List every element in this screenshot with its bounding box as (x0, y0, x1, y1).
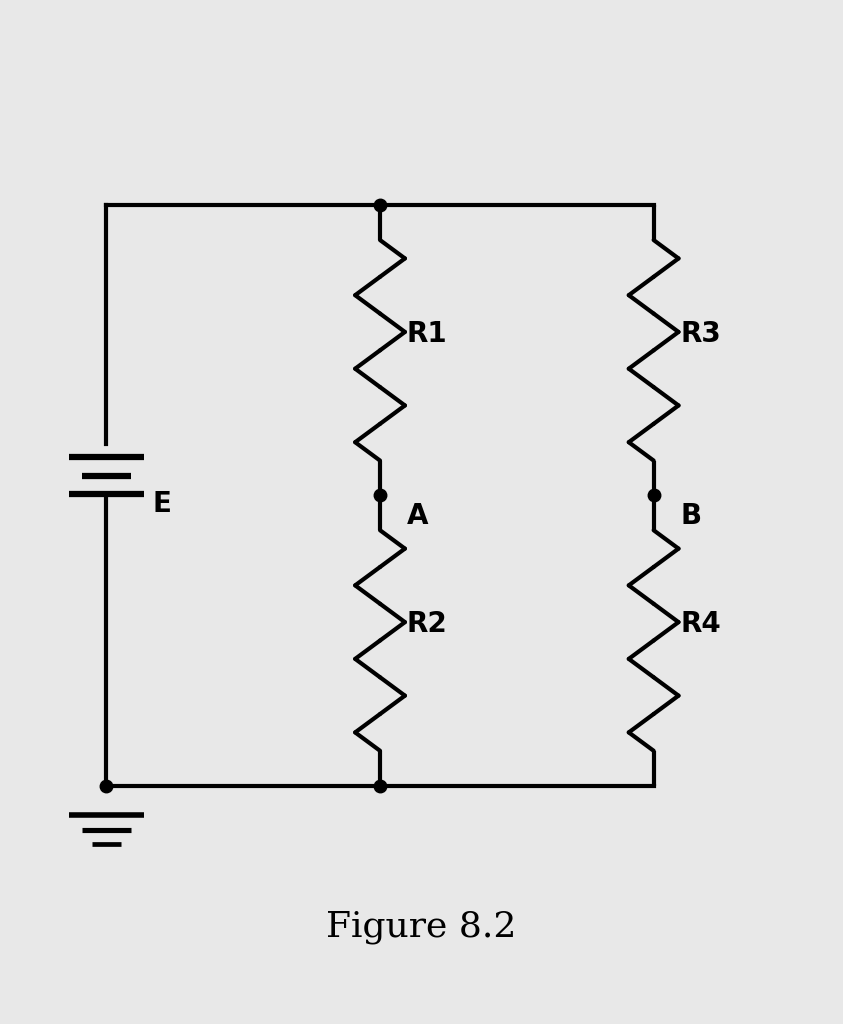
Text: R3: R3 (680, 319, 721, 348)
Text: R4: R4 (680, 610, 721, 638)
Text: E: E (152, 489, 171, 518)
Text: A: A (406, 502, 428, 530)
Text: R1: R1 (406, 319, 447, 348)
Text: B: B (680, 502, 701, 530)
Text: R2: R2 (406, 610, 448, 638)
Text: Figure 8.2: Figure 8.2 (326, 909, 517, 943)
